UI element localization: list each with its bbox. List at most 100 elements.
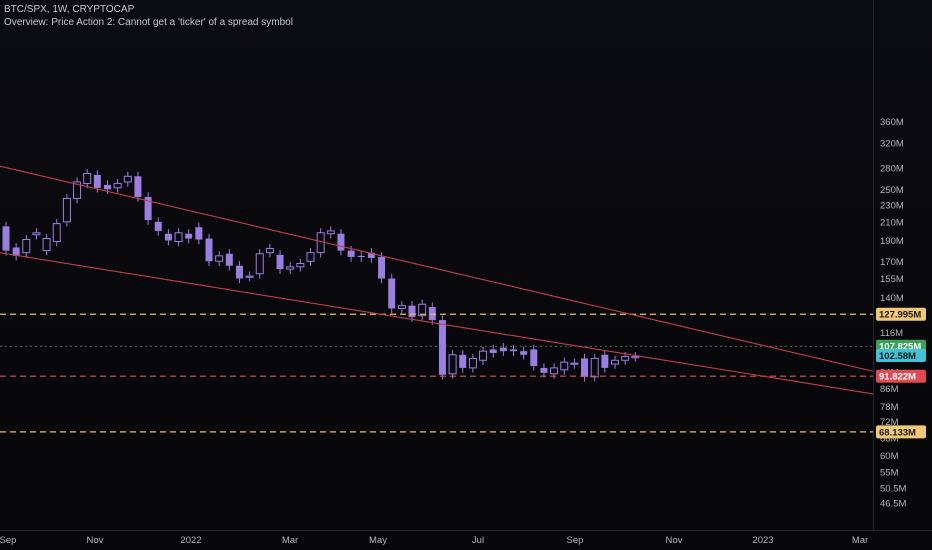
x-tick-label: May bbox=[369, 535, 387, 546]
candle-down bbox=[581, 358, 589, 377]
candle-up bbox=[448, 354, 457, 375]
candle-up bbox=[590, 357, 599, 378]
y-tick-label: 280M bbox=[880, 164, 904, 175]
x-tick-label: Nov bbox=[666, 535, 683, 546]
price-badge-label: 68.133M bbox=[879, 427, 916, 438]
candle-down bbox=[388, 278, 396, 309]
symbol-name[interactable]: BTC/SPX bbox=[4, 4, 47, 15]
x-tick-label: 2022 bbox=[180, 535, 201, 546]
y-tick-label: 320M bbox=[880, 139, 904, 150]
candle-down bbox=[367, 252, 375, 258]
overview-text: Overview: Price Action 2: Cannot get a '… bbox=[4, 17, 293, 28]
candle-up bbox=[306, 252, 315, 262]
candle-up bbox=[52, 223, 61, 242]
candle-down bbox=[357, 255, 365, 258]
interval-label[interactable]: 1W bbox=[52, 4, 67, 15]
candle-up bbox=[113, 182, 122, 189]
y-tick-label: 230M bbox=[880, 200, 904, 211]
candle-up bbox=[32, 232, 41, 236]
y-tick-label: 116M bbox=[880, 328, 903, 339]
x-tick-label: Sep bbox=[567, 535, 584, 546]
x-tick-label: Nov bbox=[87, 535, 104, 546]
candle-down bbox=[93, 174, 101, 188]
candle-down bbox=[489, 349, 497, 353]
candle-up bbox=[265, 248, 274, 254]
candle-up bbox=[479, 350, 488, 361]
candle-up bbox=[22, 239, 31, 254]
candle-down bbox=[408, 305, 416, 318]
x-tick-label: Mar bbox=[282, 535, 298, 546]
candle-down bbox=[530, 349, 538, 366]
candle-up bbox=[550, 367, 559, 375]
y-tick-label: 50.5M bbox=[880, 483, 906, 494]
y-tick-label: 190M bbox=[880, 236, 904, 247]
candle-up bbox=[560, 361, 569, 371]
y-tick-label: 60M bbox=[880, 451, 899, 462]
candle-up bbox=[397, 305, 406, 309]
candle-down bbox=[499, 347, 507, 352]
y-tick-label: 155M bbox=[880, 274, 904, 285]
candle-down bbox=[225, 253, 233, 266]
price-badge bbox=[876, 369, 926, 383]
candle-up bbox=[621, 356, 630, 361]
candle-down bbox=[520, 351, 528, 355]
candle-down bbox=[347, 250, 355, 257]
y-tick-label: 72M bbox=[880, 417, 899, 428]
x-tick-label: 2023 bbox=[752, 535, 773, 546]
price-badge-label: 107.825M bbox=[879, 342, 921, 353]
candle-down bbox=[459, 354, 467, 368]
candle-down bbox=[2, 226, 10, 251]
candle-down bbox=[164, 233, 172, 241]
price-badge bbox=[876, 425, 926, 439]
candle-up bbox=[255, 253, 264, 275]
candle-up bbox=[174, 232, 183, 242]
candle-up bbox=[215, 255, 224, 262]
candle-down bbox=[510, 349, 517, 352]
candle-down bbox=[337, 233, 345, 251]
candle-up bbox=[418, 303, 427, 317]
y-tick-label: 46.5M bbox=[880, 499, 906, 510]
candle-down bbox=[12, 247, 20, 256]
y-tick-label: 78M bbox=[880, 402, 899, 413]
candle-up bbox=[570, 362, 579, 365]
x-tick-label: Jul bbox=[472, 535, 484, 546]
candle-down bbox=[154, 221, 162, 231]
candle-up bbox=[42, 238, 51, 252]
candle-up bbox=[83, 173, 92, 184]
candle-up bbox=[73, 181, 82, 199]
candle-up bbox=[316, 232, 325, 254]
candle-up bbox=[631, 356, 640, 359]
candle-up bbox=[123, 175, 132, 183]
candle-up bbox=[468, 357, 477, 369]
y-tick-label: 86M bbox=[880, 384, 899, 395]
candle-down bbox=[205, 238, 213, 262]
chart-header: BTC/SPX, 1W, CRYPTOCAP Overview: Price A… bbox=[4, 3, 293, 29]
trendline bbox=[0, 252, 874, 395]
x-tick-label: Sep bbox=[0, 535, 16, 546]
price-badge bbox=[876, 349, 926, 363]
candle-up bbox=[62, 197, 71, 223]
x-tick-label: Mar bbox=[852, 535, 868, 546]
y-tick-label: 55M bbox=[880, 467, 899, 478]
candle-down bbox=[601, 354, 609, 368]
symbol-line: BTC/SPX, 1W, CRYPTOCAP bbox=[4, 4, 135, 15]
price-badge-label: 102.58M bbox=[879, 351, 916, 362]
candle-down bbox=[428, 307, 436, 321]
y-tick-label: 140M bbox=[880, 293, 904, 304]
candle-down bbox=[378, 256, 386, 279]
candle-down bbox=[540, 367, 548, 373]
candle-up bbox=[611, 359, 619, 365]
candle-up bbox=[286, 266, 295, 270]
candle-down bbox=[235, 265, 243, 279]
candle-down bbox=[276, 254, 284, 270]
candle-down bbox=[195, 227, 203, 240]
trendline bbox=[0, 165, 874, 372]
candle-down bbox=[438, 320, 446, 375]
candle-down bbox=[185, 233, 193, 239]
y-tick-label: 250M bbox=[880, 185, 904, 196]
candle-up bbox=[296, 262, 305, 268]
y-tick-label: 360M bbox=[880, 117, 904, 128]
candle-down bbox=[104, 184, 111, 190]
